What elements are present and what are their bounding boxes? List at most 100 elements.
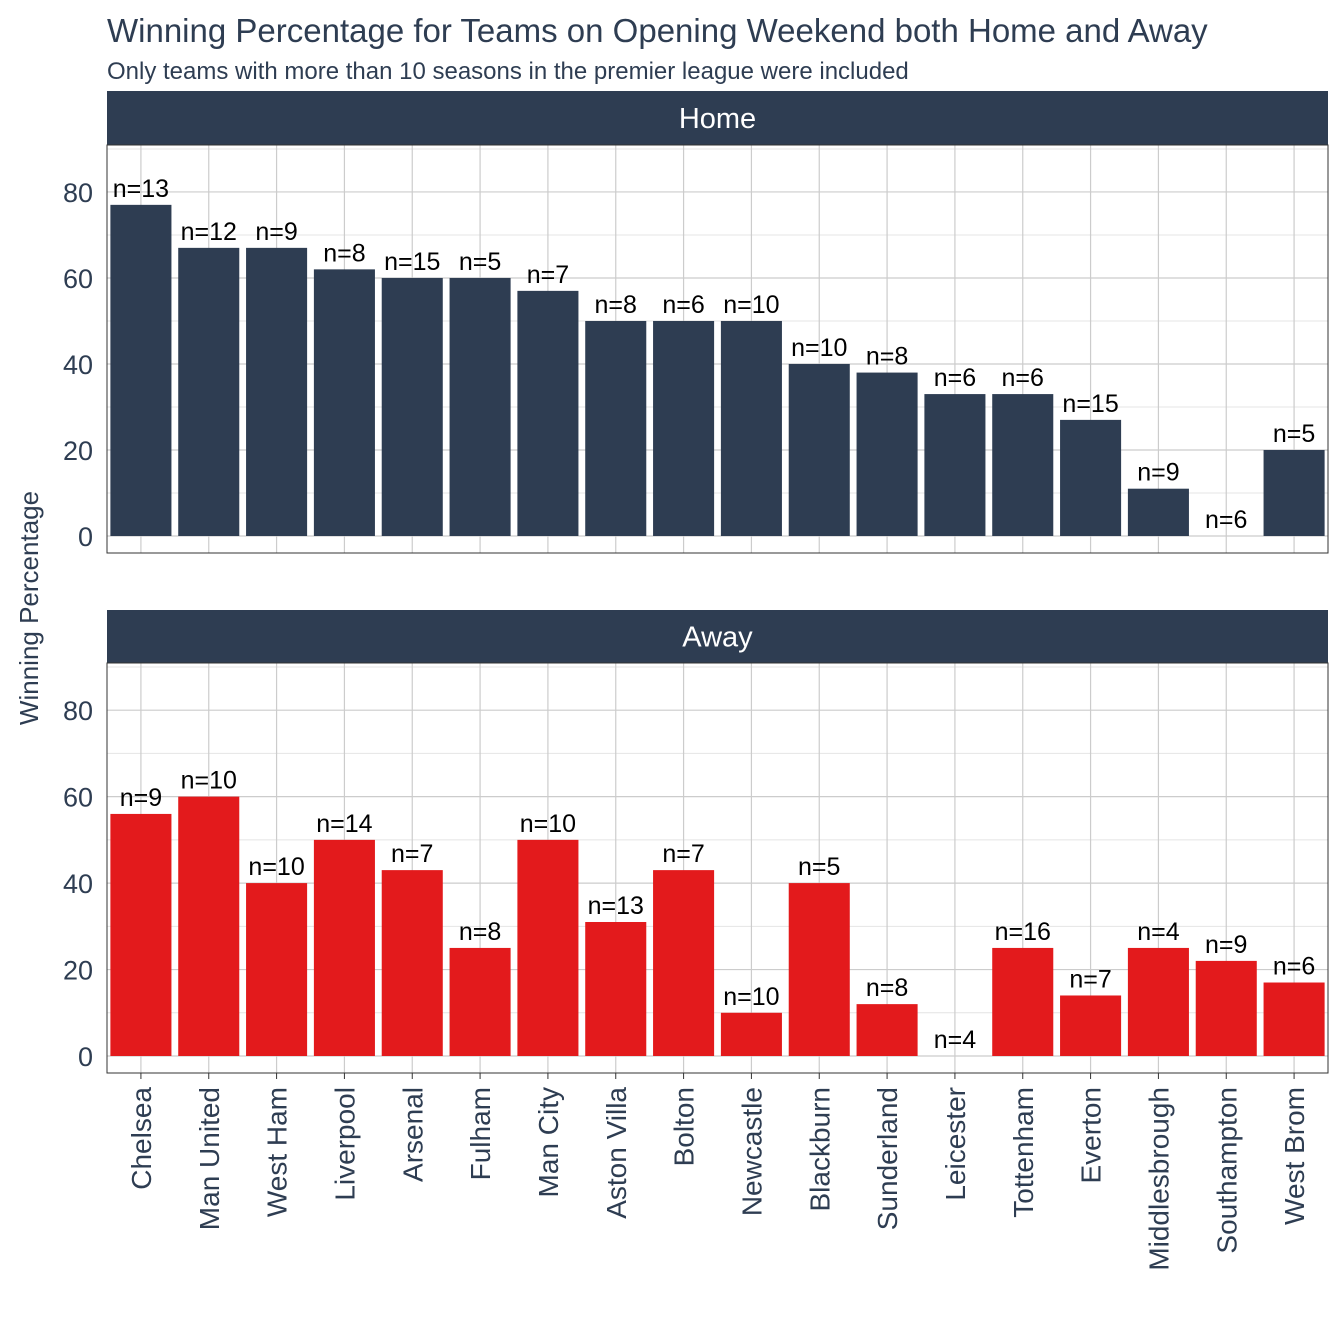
x-tick-label: Newcastle: [736, 1087, 767, 1216]
y-tick-label: 20: [63, 436, 93, 466]
bar-count-label: n=8: [323, 239, 365, 267]
bar-away-aston-villa: [585, 921, 647, 1056]
bar-count-label: n=15: [384, 248, 440, 276]
bar-count-label: n=10: [248, 853, 304, 881]
bar-home-sunderland: [856, 372, 918, 536]
bar-home-aston-villa: [585, 320, 647, 536]
facet-label-home: Home: [679, 103, 756, 135]
bar-away-liverpool: [313, 839, 375, 1056]
bar-away-fulham: [449, 947, 511, 1056]
bar-away-middlesbrough: [1127, 947, 1189, 1056]
bar-home-fulham: [449, 277, 511, 536]
bar-count-label: n=13: [588, 892, 644, 920]
bar-count-label: n=9: [120, 784, 162, 812]
bar-away-newcastle: [720, 1012, 782, 1056]
bar-count-label: n=10: [723, 291, 779, 319]
bar-count-label: n=7: [391, 840, 433, 868]
bar-count-label: n=6: [934, 364, 976, 392]
x-tick-label: Tottenham: [1008, 1087, 1039, 1218]
bar-away-west-brom: [1263, 982, 1325, 1056]
bar-away-bolton: [653, 870, 715, 1056]
bar-count-label: n=6: [1002, 364, 1044, 392]
bar-home-arsenal: [381, 277, 443, 536]
bar-home-middlesbrough: [1127, 488, 1189, 536]
bar-count-label: n=13: [113, 175, 169, 203]
facet-strip-home: [107, 91, 1328, 145]
bar-home-everton: [1060, 419, 1122, 536]
chart-title: Winning Percentage for Teams on Opening …: [107, 12, 1208, 49]
bar-home-chelsea: [110, 204, 172, 536]
bar-count-label: n=8: [866, 343, 908, 371]
y-axis-title: Winning Percentage: [14, 491, 44, 725]
bar-away-southampton: [1195, 960, 1257, 1056]
bar-count-label: n=4: [1137, 918, 1180, 946]
bar-count-label: n=6: [1205, 506, 1247, 534]
x-tick-label: Everton: [1076, 1087, 1107, 1184]
bar-count-label: n=9: [255, 218, 297, 246]
y-tick-label: 40: [63, 350, 93, 380]
bar-away-man-united: [178, 796, 240, 1056]
bar-count-label: n=10: [723, 983, 779, 1011]
bar-count-label: n=15: [1062, 390, 1118, 418]
bar-home-west-ham: [246, 247, 308, 536]
x-tick-label: Liverpool: [329, 1087, 360, 1201]
bar-home-bolton: [653, 320, 715, 536]
x-tick-label: Aston Villa: [601, 1087, 632, 1219]
y-tick-label: 0: [78, 1042, 93, 1072]
bar-count-label: n=9: [1137, 459, 1179, 487]
bar-count-label: n=7: [662, 840, 704, 868]
bar-count-label: n=7: [1069, 965, 1111, 993]
bar-count-label: n=16: [995, 918, 1051, 946]
x-tick-label: Blackburn: [804, 1087, 835, 1212]
y-tick-label: 40: [63, 869, 93, 899]
x-tick-label: Southampton: [1211, 1087, 1242, 1254]
bar-count-label: n=7: [527, 261, 569, 289]
bar-home-leicester: [924, 394, 986, 536]
bar-away-tottenham: [992, 947, 1054, 1056]
bar-away-west-ham: [246, 883, 308, 1056]
bar-count-label: n=8: [459, 918, 501, 946]
bar-home-liverpool: [313, 269, 375, 536]
y-tick-label: 60: [63, 264, 93, 294]
bar-count-label: n=8: [866, 974, 908, 1002]
y-tick-label: 60: [63, 783, 93, 813]
bar-count-label: n=14: [316, 810, 372, 838]
x-tick-label: West Ham: [262, 1087, 293, 1217]
x-tick-label: Fulham: [465, 1087, 496, 1180]
x-tick-label: Leicester: [940, 1087, 971, 1201]
bar-count-label: n=6: [1273, 953, 1315, 981]
bar-home-man-united: [178, 247, 240, 536]
bar-home-west-brom: [1263, 449, 1325, 536]
x-tick-label: Bolton: [669, 1087, 700, 1166]
bar-away-sunderland: [856, 1004, 918, 1056]
x-tick-label: Man United: [194, 1087, 225, 1230]
bar-away-chelsea: [110, 813, 172, 1056]
bar-home-man-city: [517, 290, 579, 536]
bar-count-label: n=9: [1205, 931, 1247, 959]
bar-count-label: n=10: [791, 334, 847, 362]
facet-strip-away: [107, 610, 1328, 663]
bar-away-arsenal: [381, 870, 443, 1056]
x-tick-label: Man City: [533, 1087, 564, 1197]
bar-count-label: n=10: [181, 767, 237, 795]
x-tick-label: West Brom: [1279, 1087, 1310, 1225]
bar-away-blackburn: [788, 883, 850, 1056]
bar-count-label: n=5: [798, 853, 840, 881]
bar-away-everton: [1060, 995, 1122, 1056]
bar-count-label: n=5: [1273, 420, 1315, 448]
bar-count-label: n=12: [181, 218, 237, 246]
x-tick-label: Middlesbrough: [1143, 1087, 1174, 1271]
bar-away-man-city: [517, 839, 579, 1056]
y-tick-label: 80: [63, 178, 93, 208]
chart-subtitle: Only teams with more than 10 seasons in …: [107, 58, 909, 85]
bar-count-label: n=8: [595, 291, 637, 319]
bar-count-label: n=5: [459, 248, 501, 276]
x-tick-label: Sunderland: [872, 1087, 903, 1230]
y-tick-label: 80: [63, 696, 93, 726]
x-tick-label: Arsenal: [397, 1087, 428, 1182]
bar-count-label: n=6: [662, 291, 704, 319]
y-tick-label: 0: [78, 522, 93, 552]
bar-count-label: n=4: [934, 1026, 977, 1054]
facet-label-away: Away: [682, 622, 753, 654]
